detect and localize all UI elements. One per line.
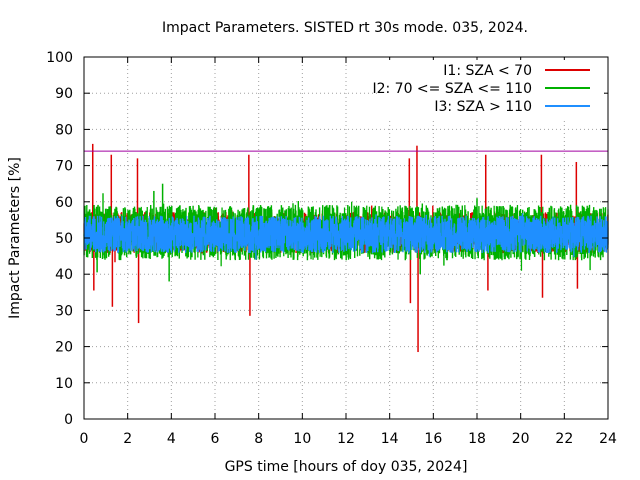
- y-tick-label: 0: [64, 412, 73, 428]
- series-layer: [83, 143, 609, 353]
- y-tick-label: 20: [55, 340, 73, 356]
- y-tick-label: 30: [55, 303, 73, 319]
- y-tick-label: 50: [55, 231, 73, 247]
- y-tick-label: 80: [55, 122, 73, 138]
- x-tick-label: 12: [337, 431, 355, 447]
- x-tick-label: 16: [424, 431, 442, 447]
- x-tick-label: 20: [512, 431, 530, 447]
- x-axis-label: GPS time [hours of doy 035, 2024]: [225, 459, 468, 475]
- axis-ticks: 0 2 4 6 8 10 12 14 16 18 20 22 240102030405060708090…: [46, 50, 617, 447]
- y-tick-label: 100: [46, 50, 73, 66]
- x-tick-label: 0: [80, 431, 89, 447]
- y-tick-label: 40: [55, 267, 73, 283]
- series-line: [83, 213, 609, 260]
- x-tick-label: 14: [381, 431, 399, 447]
- x-tick-label: 18: [468, 431, 486, 447]
- y-tick-label: 70: [55, 159, 73, 175]
- x-tick-label: 2: [123, 431, 132, 447]
- y-tick-label: 10: [55, 376, 73, 392]
- x-tick-label: 8: [254, 431, 263, 447]
- x-tick-label: 10: [293, 431, 311, 447]
- x-tick-label: 24: [599, 431, 617, 447]
- series-3: [83, 213, 609, 260]
- legend-label: I3: SZA > 110: [434, 99, 532, 115]
- y-tick-label: 90: [55, 86, 73, 102]
- x-tick-label: 22: [555, 431, 573, 447]
- x-tick-label: 4: [167, 431, 176, 447]
- legend-label: I1: SZA < 70: [443, 63, 532, 79]
- y-tick-label: 60: [55, 195, 73, 211]
- chart-title: Impact Parameters. SISTED rt 30s mode. 0…: [162, 20, 528, 36]
- y-axis-label: Impact Parameters [%]: [7, 157, 23, 319]
- legend: I1: SZA < 70 I2: 70 <= SZA <= 110 I3: SZA …: [372, 60, 604, 120]
- legend-label: I2: 70 <= SZA <= 110: [372, 81, 532, 97]
- x-tick-label: 6: [211, 431, 220, 447]
